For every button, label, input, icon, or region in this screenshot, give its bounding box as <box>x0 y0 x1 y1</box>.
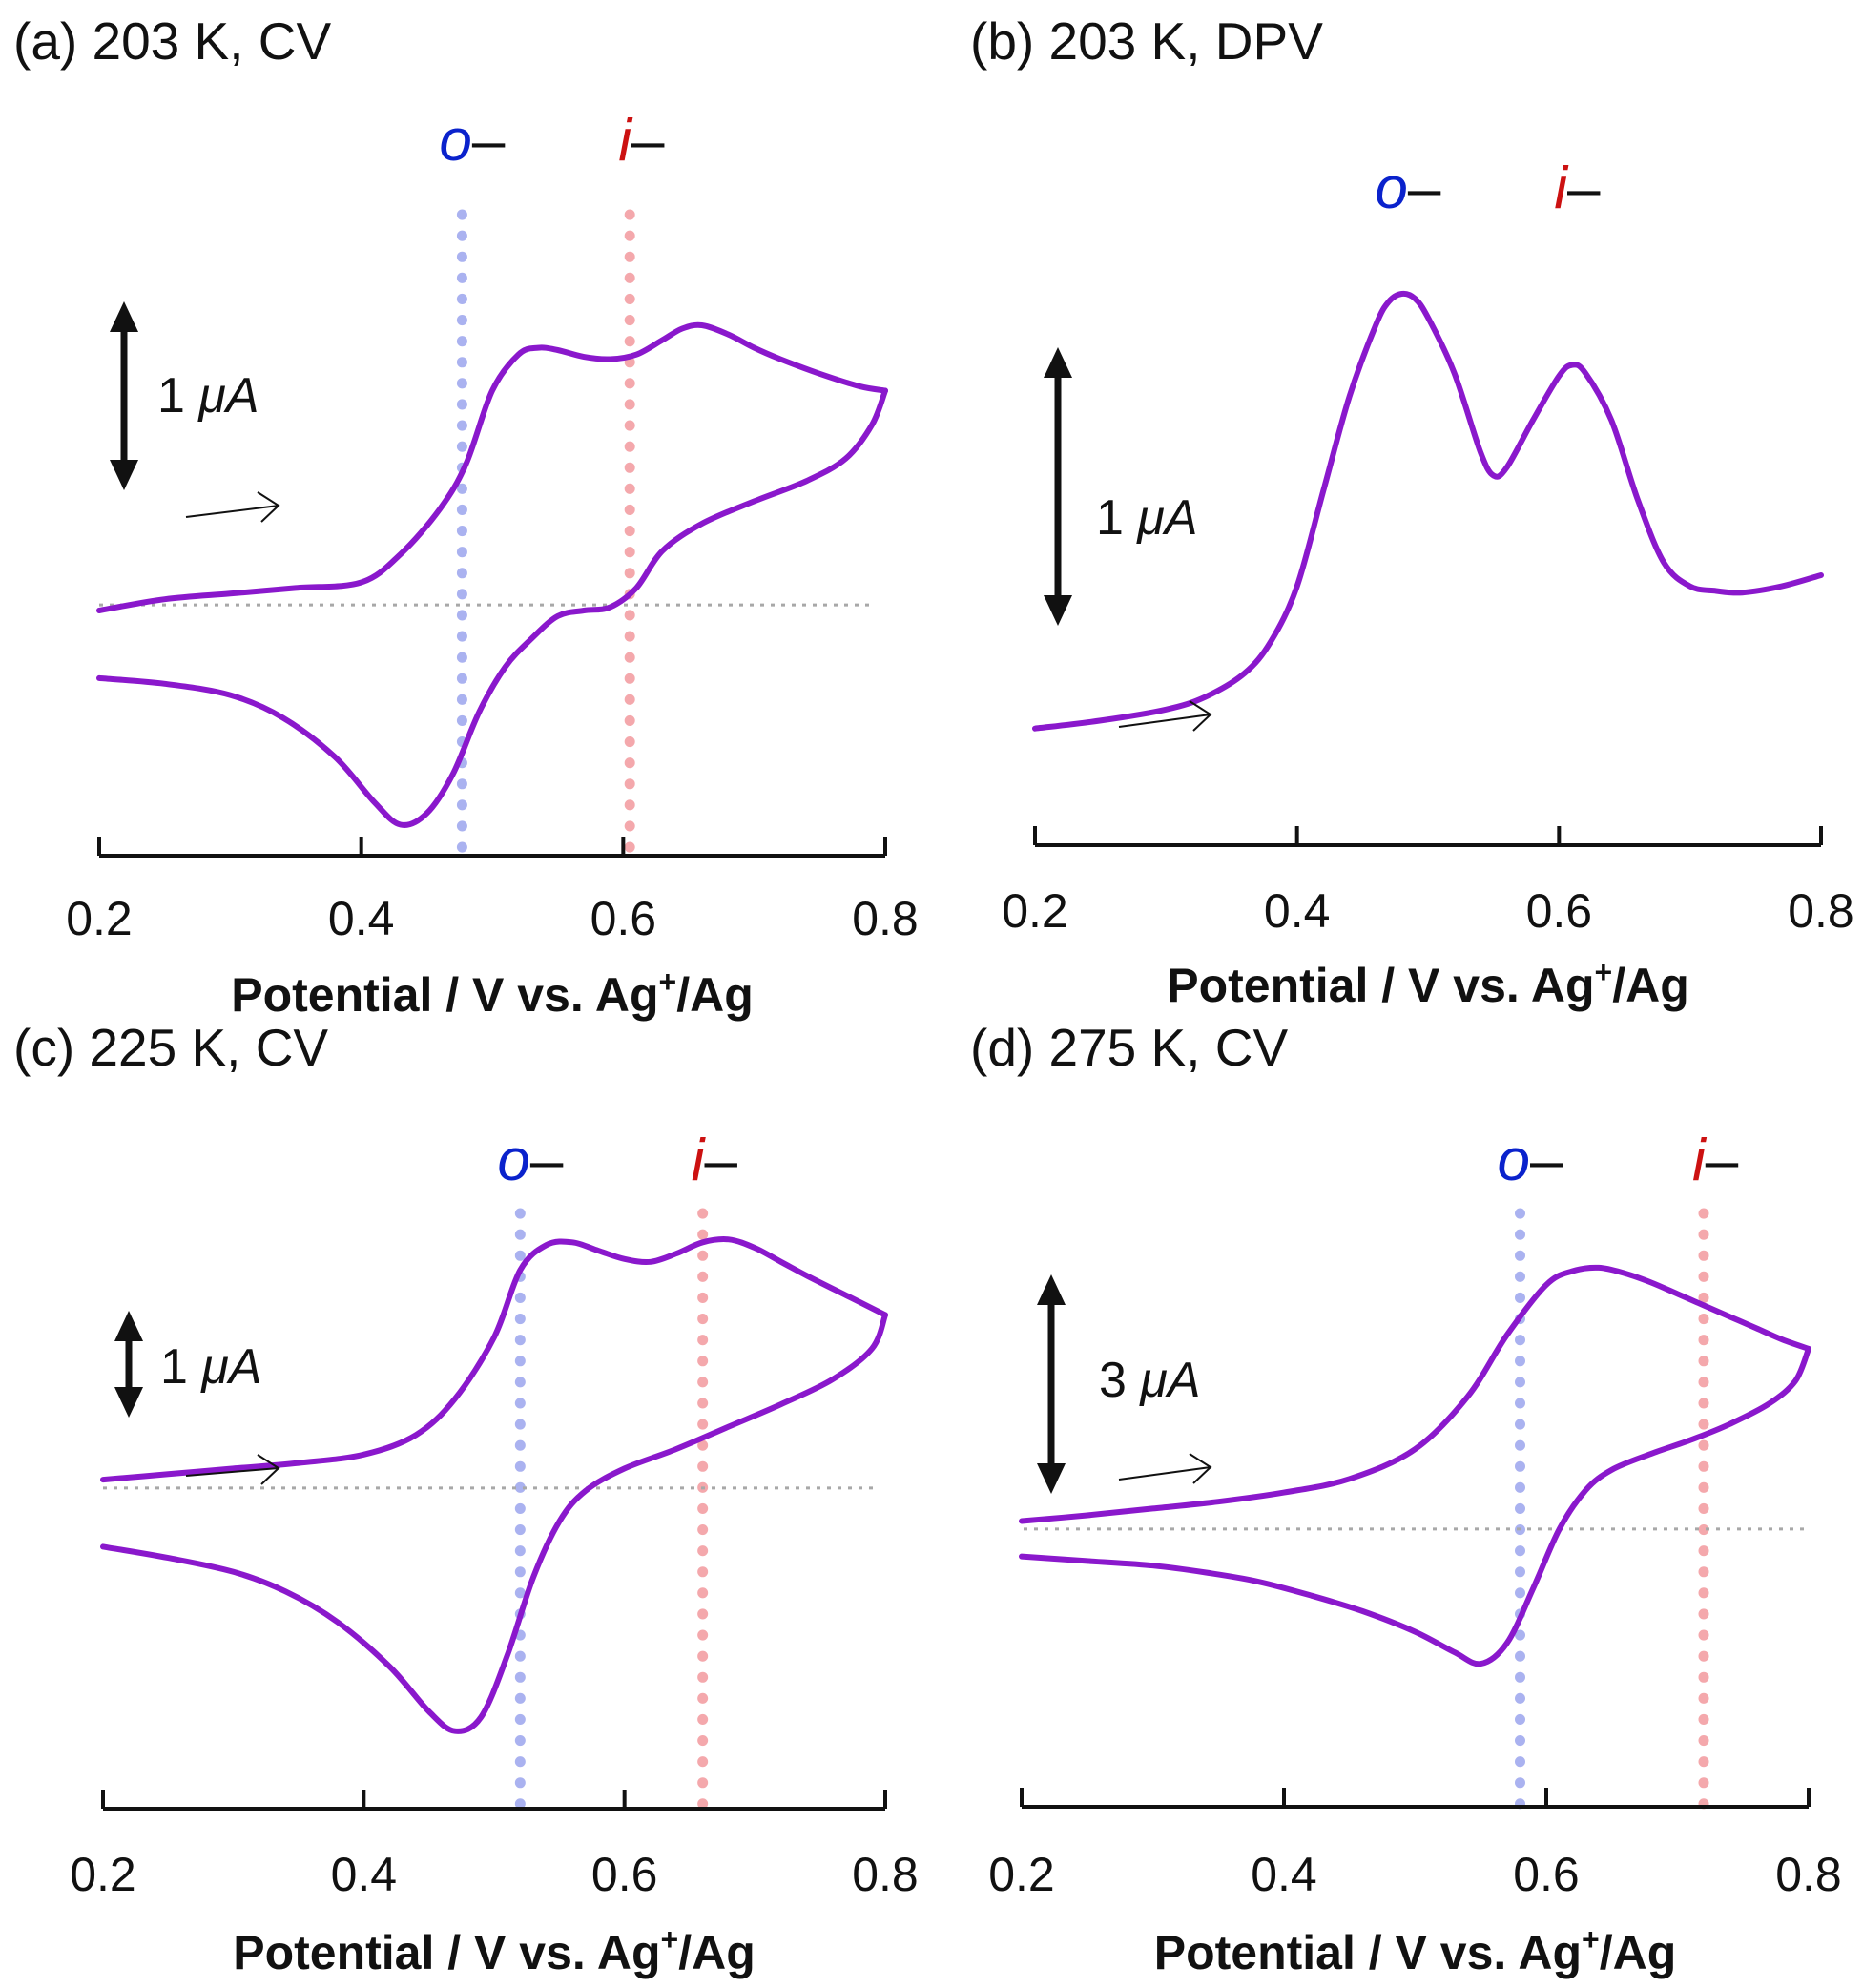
scale-arrowhead-up <box>1044 347 1072 378</box>
series-line-forward-scan <box>100 1236 888 1483</box>
x-axis-label: Potential / V vs. Ag+/Ag <box>1167 955 1688 1012</box>
x-axis-label: Potential / V vs. Ag+/Ag <box>1154 1922 1676 1979</box>
scale-arrowhead-up <box>114 1311 143 1341</box>
scale-arrowhead-down <box>110 460 138 490</box>
i-marker-label: i– <box>618 108 665 174</box>
arrow-shaft <box>185 1467 279 1477</box>
series-line-reverse-scan <box>100 1312 888 1734</box>
x-tick-label: 0.4 <box>1251 1848 1317 1901</box>
marker-labels: o– i– <box>1375 155 1601 221</box>
x-tick-label: 0.2 <box>70 1848 136 1901</box>
chart-svg-c: (c) 225 K, CV o– i– 0.2 0.4 0.6 0.8 1 μA Po… <box>13 1018 919 1979</box>
x-tick-label: 0.4 <box>328 892 395 945</box>
marker-labels: o– i– <box>1498 1128 1739 1193</box>
chart-panel-c: (c) 225 K, CV o– i– 0.2 0.4 0.6 0.8 1 μA Po… <box>0 994 931 1988</box>
panel-title: (d) 275 K, CV <box>970 1018 1289 1077</box>
x-tick-label: 0.6 <box>590 892 657 945</box>
scale-arrowhead-up <box>110 301 138 332</box>
x-axis: 0.2 0.4 0.6 0.8 <box>988 1788 1842 1901</box>
x-axis-label: Potential / V vs. Ag+/Ag <box>233 1922 755 1979</box>
arrow-shaft <box>185 505 279 518</box>
x-axis: 0.2 0.4 0.6 0.8 <box>70 1790 919 1901</box>
arrow-head <box>257 1454 280 1485</box>
x-axis-label: Potential / V vs. Ag+/Ag <box>231 964 753 1022</box>
panel-title: (a) 203 K, CV <box>13 11 332 71</box>
x-tick-label: 0.8 <box>852 892 919 945</box>
marker-lines <box>456 209 635 859</box>
chart-panel-b: (b) 203 K, DPV o– i– 0.2 0.4 0.6 0.8 1 μA P… <box>932 0 1863 1012</box>
current-scale-bar: 1 μA <box>1044 347 1198 626</box>
scale-arrowhead-down <box>114 1387 143 1418</box>
series-line-reverse-scan <box>96 387 888 828</box>
x-axis: 0.2 0.4 0.6 0.8 <box>1002 826 1854 938</box>
chart-panel-d: (d) 275 K, CV o– i– 0.2 0.4 0.6 0.8 3 μA Po… <box>932 994 1863 1988</box>
chart-svg-a: (a) 203 K, CV o– i– 0.2 0.4 0.6 0.8 1 μA Po… <box>13 11 919 1022</box>
scale-arrowhead-down <box>1037 1463 1066 1494</box>
o-marker-label: o– <box>1498 1128 1563 1193</box>
x-tick-label: 0.4 <box>1264 884 1331 938</box>
voltammogram-curves <box>100 1236 888 1734</box>
o-marker-label: o– <box>497 1128 563 1193</box>
scan-direction-arrow <box>185 491 280 523</box>
x-tick-label: 0.4 <box>331 1848 398 1901</box>
scale-arrowhead-up <box>1037 1274 1066 1305</box>
marker-labels: o– i– <box>497 1128 737 1193</box>
arrow-head <box>257 491 280 523</box>
chart-panel-a: (a) 203 K, CV o– i– 0.2 0.4 0.6 0.8 1 μA Po… <box>0 0 931 1022</box>
marker-lines <box>514 1208 709 1812</box>
o-marker-label: o– <box>1375 155 1440 221</box>
marker-labels: o– i– <box>439 108 665 174</box>
panel-title: (b) 203 K, DPV <box>970 11 1323 71</box>
series-line-forward-scan <box>1019 1264 1811 1524</box>
x-axis: 0.2 0.4 0.6 0.8 <box>66 837 919 945</box>
chart-svg-d: (d) 275 K, CV o– i– 0.2 0.4 0.6 0.8 3 μA Po… <box>970 1018 1842 1979</box>
x-tick-label: 0.8 <box>852 1848 919 1901</box>
series-line-forward-scan <box>96 321 888 613</box>
arrow-shaft <box>1118 714 1211 728</box>
scale-bar-label: 3 μA <box>1099 1353 1201 1408</box>
arrow-shaft <box>1118 1466 1211 1481</box>
marker-lines <box>1515 1208 1709 1812</box>
series-line-DPV <box>1032 290 1824 732</box>
scale-bar-label: 1 μA <box>160 1339 262 1395</box>
scan-direction-arrow <box>185 1454 280 1485</box>
i-marker-label: i– <box>1692 1128 1739 1193</box>
x-tick-label: 0.2 <box>988 1848 1055 1901</box>
arrow-head <box>1189 1453 1212 1484</box>
chart-svg-b: (b) 203 K, DPV o– i– 0.2 0.4 0.6 0.8 1 μA P… <box>970 11 1854 1012</box>
current-scale-bar: 1 μA <box>110 301 259 490</box>
x-tick-label: 0.6 <box>1513 1848 1580 1901</box>
x-tick-label: 0.6 <box>591 1848 658 1901</box>
series-line-reverse-scan <box>1019 1345 1811 1667</box>
current-scale-bar: 3 μA <box>1037 1274 1201 1494</box>
x-tick-label: 0.8 <box>1788 884 1854 938</box>
i-marker-label: i– <box>692 1128 738 1193</box>
x-tick-label: 0.8 <box>1775 1848 1842 1901</box>
scale-arrowhead-down <box>1044 595 1072 626</box>
o-marker-label: o– <box>439 108 505 174</box>
panel-title: (c) 225 K, CV <box>13 1018 328 1077</box>
scale-bar-label: 1 μA <box>1096 490 1198 546</box>
current-scale-bar: 1 μA <box>114 1311 262 1418</box>
scan-direction-arrow <box>1118 1453 1212 1484</box>
i-marker-label: i– <box>1554 155 1601 221</box>
x-tick-label: 0.6 <box>1526 884 1593 938</box>
x-tick-label: 0.2 <box>1002 884 1068 938</box>
scale-bar-label: 1 μA <box>157 368 259 424</box>
voltammogram-curves <box>1019 1264 1811 1667</box>
scan-direction-arrow <box>1118 700 1212 732</box>
x-tick-label: 0.2 <box>66 892 133 945</box>
arrow-head <box>1189 700 1212 732</box>
voltammogram-curves <box>96 321 888 828</box>
dpv-curve <box>1032 290 1824 732</box>
